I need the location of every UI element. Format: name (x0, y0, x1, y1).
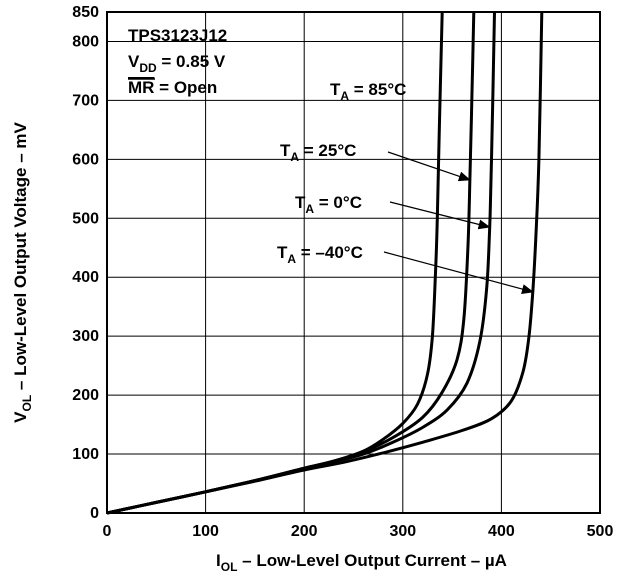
conditions-box: TPS3123J12 VDD = 0.85 V MR = Open (128, 26, 227, 97)
y-tick-label: 500 (72, 210, 99, 227)
y-tick-label: 600 (72, 151, 99, 168)
y-tick-label: 400 (72, 269, 99, 286)
device-label: TPS3123J12 (128, 26, 227, 45)
mr-label: MR = Open (128, 78, 217, 97)
series-label-3: TA = –40°C (277, 243, 363, 266)
x-tick-label: 0 (103, 523, 112, 540)
x-tick-label: 300 (389, 523, 416, 540)
series-line-3 (106, 11, 544, 515)
y-tick-label: 0 (90, 505, 99, 522)
axis-titles: IOL – Low-Level Output Current – µA VOL –… (11, 122, 507, 574)
x-axis-title: IOL – Low-Level Output Current – µA (216, 551, 507, 574)
x-tick-label: 500 (587, 523, 614, 540)
plot-frame (106, 11, 601, 514)
y-tick-label: 700 (72, 92, 99, 109)
y-tick-label: 850 (72, 4, 99, 21)
series-arrow-2 (389, 201, 491, 230)
y-tick-label: 100 (72, 446, 99, 463)
y-tick-label: 800 (72, 33, 99, 50)
y-tick-label: 300 (72, 328, 99, 345)
vdd-label: VDD = 0.85 V (128, 52, 226, 75)
x-tick-label: 200 (291, 523, 318, 540)
y-tick-labels: 0 100 200 300 400 500 600 700 800 850 (72, 4, 99, 522)
mr-signal: MR (128, 78, 154, 97)
x-tick-label: 100 (192, 523, 219, 540)
series-label-1: TA = 25°C (280, 141, 356, 164)
y-tick-label: 200 (72, 387, 99, 404)
x-tick-labels: 0 100 200 300 400 500 (103, 523, 614, 540)
series-label-0: TA = 85°C (330, 80, 406, 103)
curves (106, 11, 544, 515)
annotation-labels: TA = 85°C TA = 25°C TA = 0°C TA = –40°C (277, 80, 406, 266)
arrows (383, 151, 534, 294)
series-arrow-3 (383, 251, 534, 294)
series-label-2: TA = 0°C (295, 193, 362, 216)
x-tick-label: 400 (488, 523, 515, 540)
y-axis-title: VOL – Low-Level Output Voltage – mV (11, 122, 34, 423)
series-arrow-1 (387, 151, 471, 182)
